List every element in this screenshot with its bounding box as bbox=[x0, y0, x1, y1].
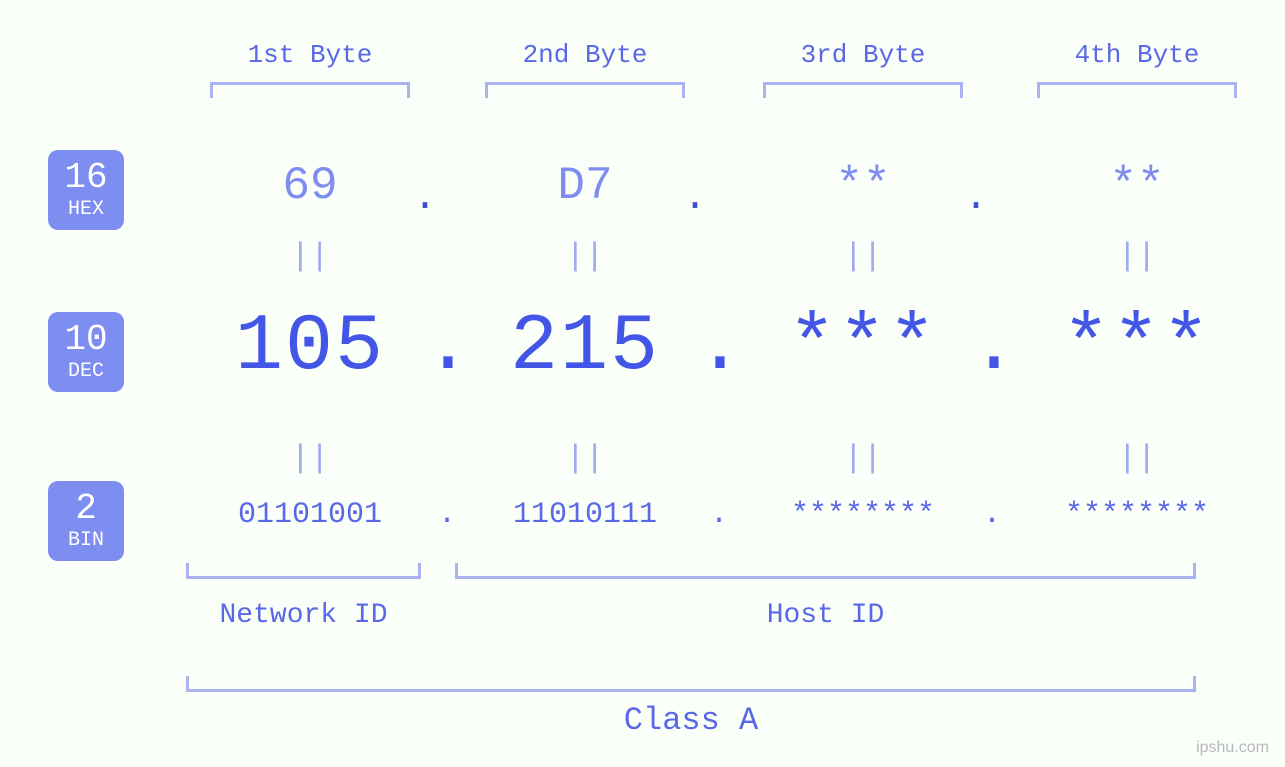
bin-byte-3: ******** bbox=[733, 498, 993, 532]
hex-dot-1: . bbox=[413, 176, 437, 221]
dec-badge-num: 10 bbox=[64, 322, 107, 358]
hex-byte-3: ** bbox=[763, 160, 963, 212]
network-id-bracket bbox=[186, 563, 421, 579]
dec-byte-1: 105 bbox=[195, 302, 425, 393]
class-bracket bbox=[186, 676, 1196, 692]
dec-dot-1: . bbox=[424, 302, 472, 393]
dec-byte-4: *** bbox=[1022, 302, 1252, 393]
hex-badge-num: 16 bbox=[64, 160, 107, 196]
top-bracket-4 bbox=[1037, 82, 1237, 98]
bin-badge-num: 2 bbox=[75, 491, 97, 527]
eq-2-4: || bbox=[1037, 440, 1237, 477]
host-id-label: Host ID bbox=[455, 600, 1196, 631]
bin-dot-2: . bbox=[710, 498, 728, 532]
dec-byte-2: 215 bbox=[470, 302, 700, 393]
byte-header-2: 2nd Byte bbox=[485, 40, 685, 70]
byte-header-4: 4th Byte bbox=[1037, 40, 1237, 70]
top-bracket-3 bbox=[763, 82, 963, 98]
watermark: ipshu.com bbox=[1196, 739, 1269, 757]
bin-dot-1: . bbox=[438, 498, 456, 532]
hex-badge: 16 HEX bbox=[48, 150, 124, 230]
dec-badge-label: DEC bbox=[68, 360, 104, 383]
hex-byte-1: 69 bbox=[210, 160, 410, 212]
eq-1-3: || bbox=[763, 238, 963, 275]
network-id-label: Network ID bbox=[186, 600, 421, 631]
bin-badge-label: BIN bbox=[68, 529, 104, 552]
hex-dot-3: . bbox=[964, 176, 988, 221]
dec-dot-3: . bbox=[970, 302, 1018, 393]
bin-dot-3: . bbox=[983, 498, 1001, 532]
hex-byte-4: ** bbox=[1037, 160, 1237, 212]
bin-byte-4: ******** bbox=[1007, 498, 1267, 532]
byte-header-3: 3rd Byte bbox=[763, 40, 963, 70]
class-label: Class A bbox=[186, 702, 1196, 739]
eq-1-2: || bbox=[485, 238, 685, 275]
top-bracket-2 bbox=[485, 82, 685, 98]
hex-byte-2: D7 bbox=[485, 160, 685, 212]
hex-dot-2: . bbox=[683, 176, 707, 221]
bin-byte-1: 01101001 bbox=[180, 498, 440, 532]
eq-2-1: || bbox=[210, 440, 410, 477]
eq-2-2: || bbox=[485, 440, 685, 477]
eq-1-4: || bbox=[1037, 238, 1237, 275]
bin-badge: 2 BIN bbox=[48, 481, 124, 561]
dec-byte-3: *** bbox=[748, 302, 978, 393]
top-bracket-1 bbox=[210, 82, 410, 98]
byte-header-1: 1st Byte bbox=[210, 40, 410, 70]
host-id-bracket bbox=[455, 563, 1196, 579]
bin-byte-2: 11010111 bbox=[455, 498, 715, 532]
eq-1-1: || bbox=[210, 238, 410, 275]
dec-badge: 10 DEC bbox=[48, 312, 124, 392]
dec-dot-2: . bbox=[696, 302, 744, 393]
eq-2-3: || bbox=[763, 440, 963, 477]
hex-badge-label: HEX bbox=[68, 198, 104, 221]
